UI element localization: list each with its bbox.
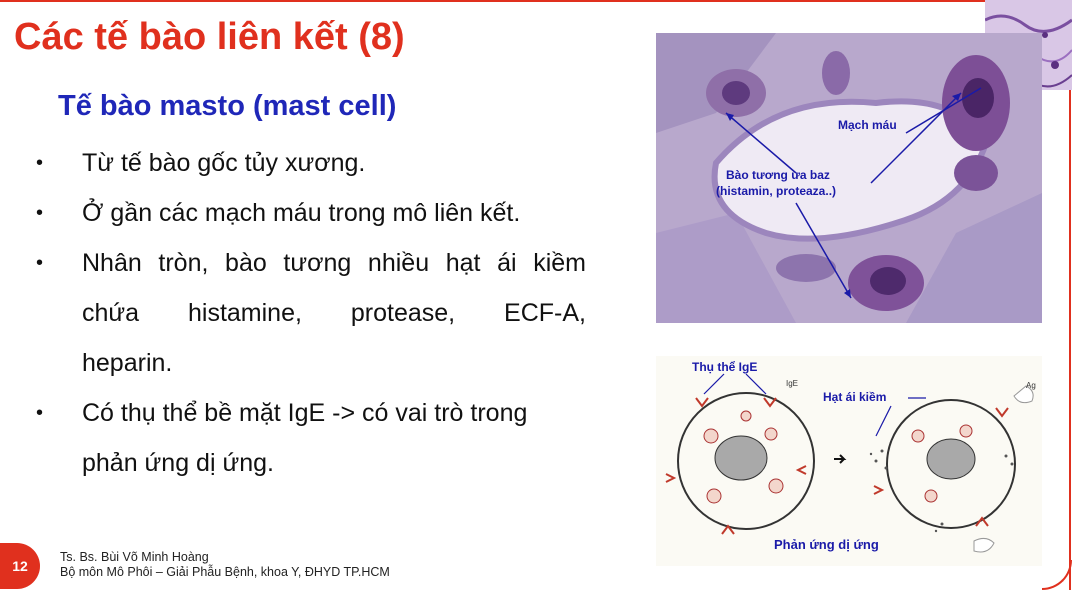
label-vessel: Mạch máu [838,118,897,132]
bullet-line: Có thụ thể bề mặt IgE -> có vai trò tron… [82,399,528,427]
label-arrow [905,87,982,134]
label-granules: Hạt ái kiềm [823,390,886,404]
bullet-line: Ở gần các mạch máu trong mô liên kết. [82,199,521,227]
label-cytoplasm-2: (histamin, proteaza..) [716,184,836,198]
frame-corner [1042,560,1072,590]
frame-top-line [0,0,1072,2]
slide-subtitle: Tế bào masto (mast cell) [58,90,397,122]
label-arrow [745,373,767,395]
bullet-dot: • [36,252,44,274]
bullet-line: heparin. [82,349,173,377]
bullet-item: • Ở gần các mạch máu trong mô liên kết. [36,188,586,238]
page-number-badge: 12 [0,543,40,589]
label-arrow [875,405,892,437]
slide-title: Các tế bào liên kết (8) [14,16,405,58]
allergic-reaction-diagram: Thụ thể IgE IgE Hạt ái kiềm Ag Phản ứng … [656,356,1042,566]
bullet-line: phản ứng dị ứng. [82,449,274,477]
diagram-caption: Phản ứng dị ứng [774,537,879,552]
bullet-line: chứa histamine, protease, ECF-A, [82,299,586,327]
bullet-item: • Nhân tròn, bào tương nhiều hạt ái kiềm… [36,238,586,388]
label-ag: Ag [1026,381,1036,390]
mast-cell-micrograph: Mạch máu Bào tương ưa baz (histamin, pro… [656,33,1042,323]
label-arrow [795,202,852,299]
footer-author: Ts. Bs. Bùi Võ Minh Hoàng [60,550,209,564]
label-ige: IgE [786,379,798,388]
bullet-line: Nhân tròn, bào tương nhiều hạt ái kiềm [82,249,586,277]
bullet-item: • Từ tế bào gốc tủy xương. [36,138,586,188]
bullet-item: • Có thụ thể bề mặt IgE -> có vai trò tr… [36,388,586,488]
label-receptor: Thụ thể IgE [692,360,757,374]
footer: Ts. Bs. Bùi Võ Minh Hoàng Bộ môn Mô Phôi… [60,550,390,580]
bullet-line: Từ tế bào gốc tủy xương. [82,149,366,177]
bullet-list: • Từ tế bào gốc tủy xương. • Ở gần các m… [36,138,586,488]
label-arrow [870,92,962,184]
label-arrow [703,373,725,395]
label-cytoplasm-1: Bào tương ưa baz [726,168,830,182]
label-arrow [725,112,797,174]
frame-right-line [1069,0,1071,590]
footer-affiliation: Bộ môn Mô Phôi – Giải Phẫu Bệnh, khoa Y,… [60,565,390,579]
bullet-dot: • [36,202,44,224]
bullet-dot: • [36,402,44,424]
bullet-dot: • [36,152,44,174]
